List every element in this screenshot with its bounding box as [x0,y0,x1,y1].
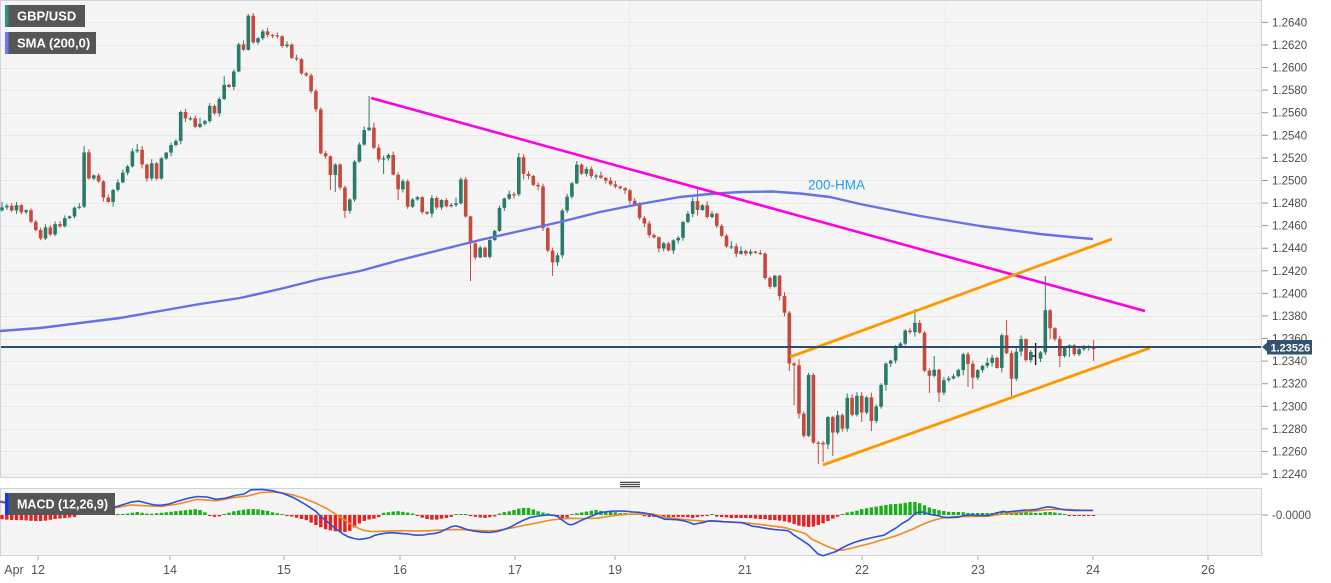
svg-text:23: 23 [971,563,985,577]
svg-text:1.2600: 1.2600 [1272,63,1307,75]
svg-text:1.2640: 1.2640 [1272,17,1307,29]
svg-text:1.2480: 1.2480 [1272,198,1307,210]
svg-text:1.2380: 1.2380 [1272,311,1307,323]
svg-text:GBP/USD: GBP/USD [17,9,76,24]
svg-text:16: 16 [393,563,407,577]
svg-text:24: 24 [1086,563,1100,577]
svg-text:14: 14 [163,563,177,577]
svg-text:1.2280: 1.2280 [1272,424,1307,436]
svg-text:26: 26 [1201,563,1215,577]
svg-text:-0.0000: -0.0000 [1272,510,1311,522]
svg-text:22: 22 [855,563,869,577]
svg-text:1.2460: 1.2460 [1272,221,1307,233]
svg-text:1.2620: 1.2620 [1272,40,1307,52]
svg-text:17: 17 [508,563,522,577]
svg-text:1.2520: 1.2520 [1272,153,1307,165]
svg-text:200-HMA: 200-HMA [808,178,865,193]
svg-text:MACD (12,26,9): MACD (12,26,9) [17,498,108,512]
svg-text:1.2240: 1.2240 [1272,469,1307,481]
svg-text:1.2560: 1.2560 [1272,108,1307,120]
svg-text:SMA (200,0): SMA (200,0) [17,36,90,51]
svg-text:1.2400: 1.2400 [1272,288,1307,300]
svg-text:1.2440: 1.2440 [1272,243,1307,255]
svg-text:21: 21 [738,563,752,577]
svg-text:15: 15 [277,563,291,577]
svg-text:1.2340: 1.2340 [1272,356,1307,368]
svg-text:1.2580: 1.2580 [1272,85,1307,97]
svg-text:1.2540: 1.2540 [1272,130,1307,142]
svg-text:1.2420: 1.2420 [1272,266,1307,278]
svg-text:1.23526: 1.23526 [1271,342,1311,354]
svg-text:1.2300: 1.2300 [1272,401,1307,413]
svg-text:Apr: Apr [4,563,23,577]
svg-text:12: 12 [31,563,45,577]
svg-text:19: 19 [608,563,622,577]
svg-text:1.2260: 1.2260 [1272,446,1307,458]
svg-text:1.2500: 1.2500 [1272,176,1307,188]
svg-text:1.2320: 1.2320 [1272,379,1307,391]
